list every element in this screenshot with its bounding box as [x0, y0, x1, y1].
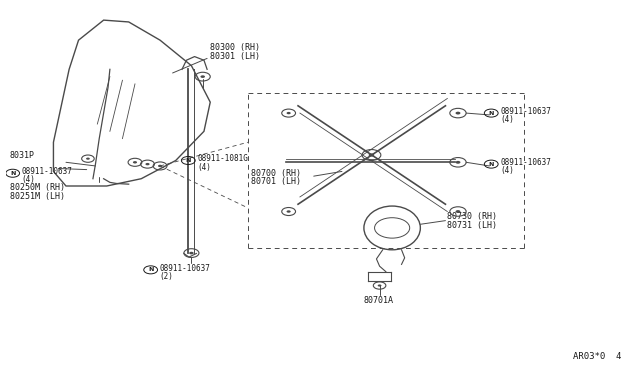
Text: N: N	[488, 161, 494, 167]
Circle shape	[369, 153, 374, 157]
Text: 08911-10637: 08911-10637	[159, 263, 211, 273]
Text: 08911-10637: 08911-10637	[22, 167, 72, 176]
Text: 80731 (LH): 80731 (LH)	[447, 221, 497, 230]
Text: AR03*0  4: AR03*0 4	[573, 352, 621, 361]
Circle shape	[86, 158, 90, 160]
Text: (4): (4)	[500, 166, 514, 175]
Text: (4): (4)	[197, 163, 211, 171]
Text: N: N	[186, 158, 191, 163]
Text: 80701A: 80701A	[364, 296, 394, 305]
Text: 80301 (LH): 80301 (LH)	[211, 52, 260, 61]
Text: (2): (2)	[159, 272, 173, 281]
Text: 80730 (RH): 80730 (RH)	[447, 212, 497, 221]
Circle shape	[158, 165, 162, 167]
Text: 8031P: 8031P	[10, 151, 35, 160]
Circle shape	[456, 112, 460, 115]
Text: N: N	[10, 171, 15, 176]
Text: N: N	[488, 110, 494, 116]
Text: 08911-10637: 08911-10637	[500, 107, 551, 116]
Circle shape	[189, 252, 194, 254]
Circle shape	[456, 210, 460, 213]
Text: 08911-10637: 08911-10637	[500, 158, 551, 167]
Text: N: N	[148, 267, 154, 272]
Text: (4): (4)	[22, 175, 35, 184]
Text: 08911-1081G: 08911-1081G	[197, 154, 248, 163]
Text: 80251M (LH): 80251M (LH)	[10, 192, 65, 201]
Circle shape	[200, 75, 205, 78]
Text: 80250M (RH): 80250M (RH)	[10, 183, 65, 192]
Text: 80300 (RH): 80300 (RH)	[211, 43, 260, 52]
Text: 80701 (LH): 80701 (LH)	[251, 177, 301, 186]
Text: (4): (4)	[500, 115, 514, 124]
Circle shape	[456, 161, 460, 164]
Circle shape	[133, 161, 137, 164]
Circle shape	[378, 285, 381, 286]
Circle shape	[287, 210, 291, 213]
Text: 80700 (RH): 80700 (RH)	[251, 169, 301, 178]
Circle shape	[287, 112, 291, 114]
Circle shape	[145, 163, 150, 165]
